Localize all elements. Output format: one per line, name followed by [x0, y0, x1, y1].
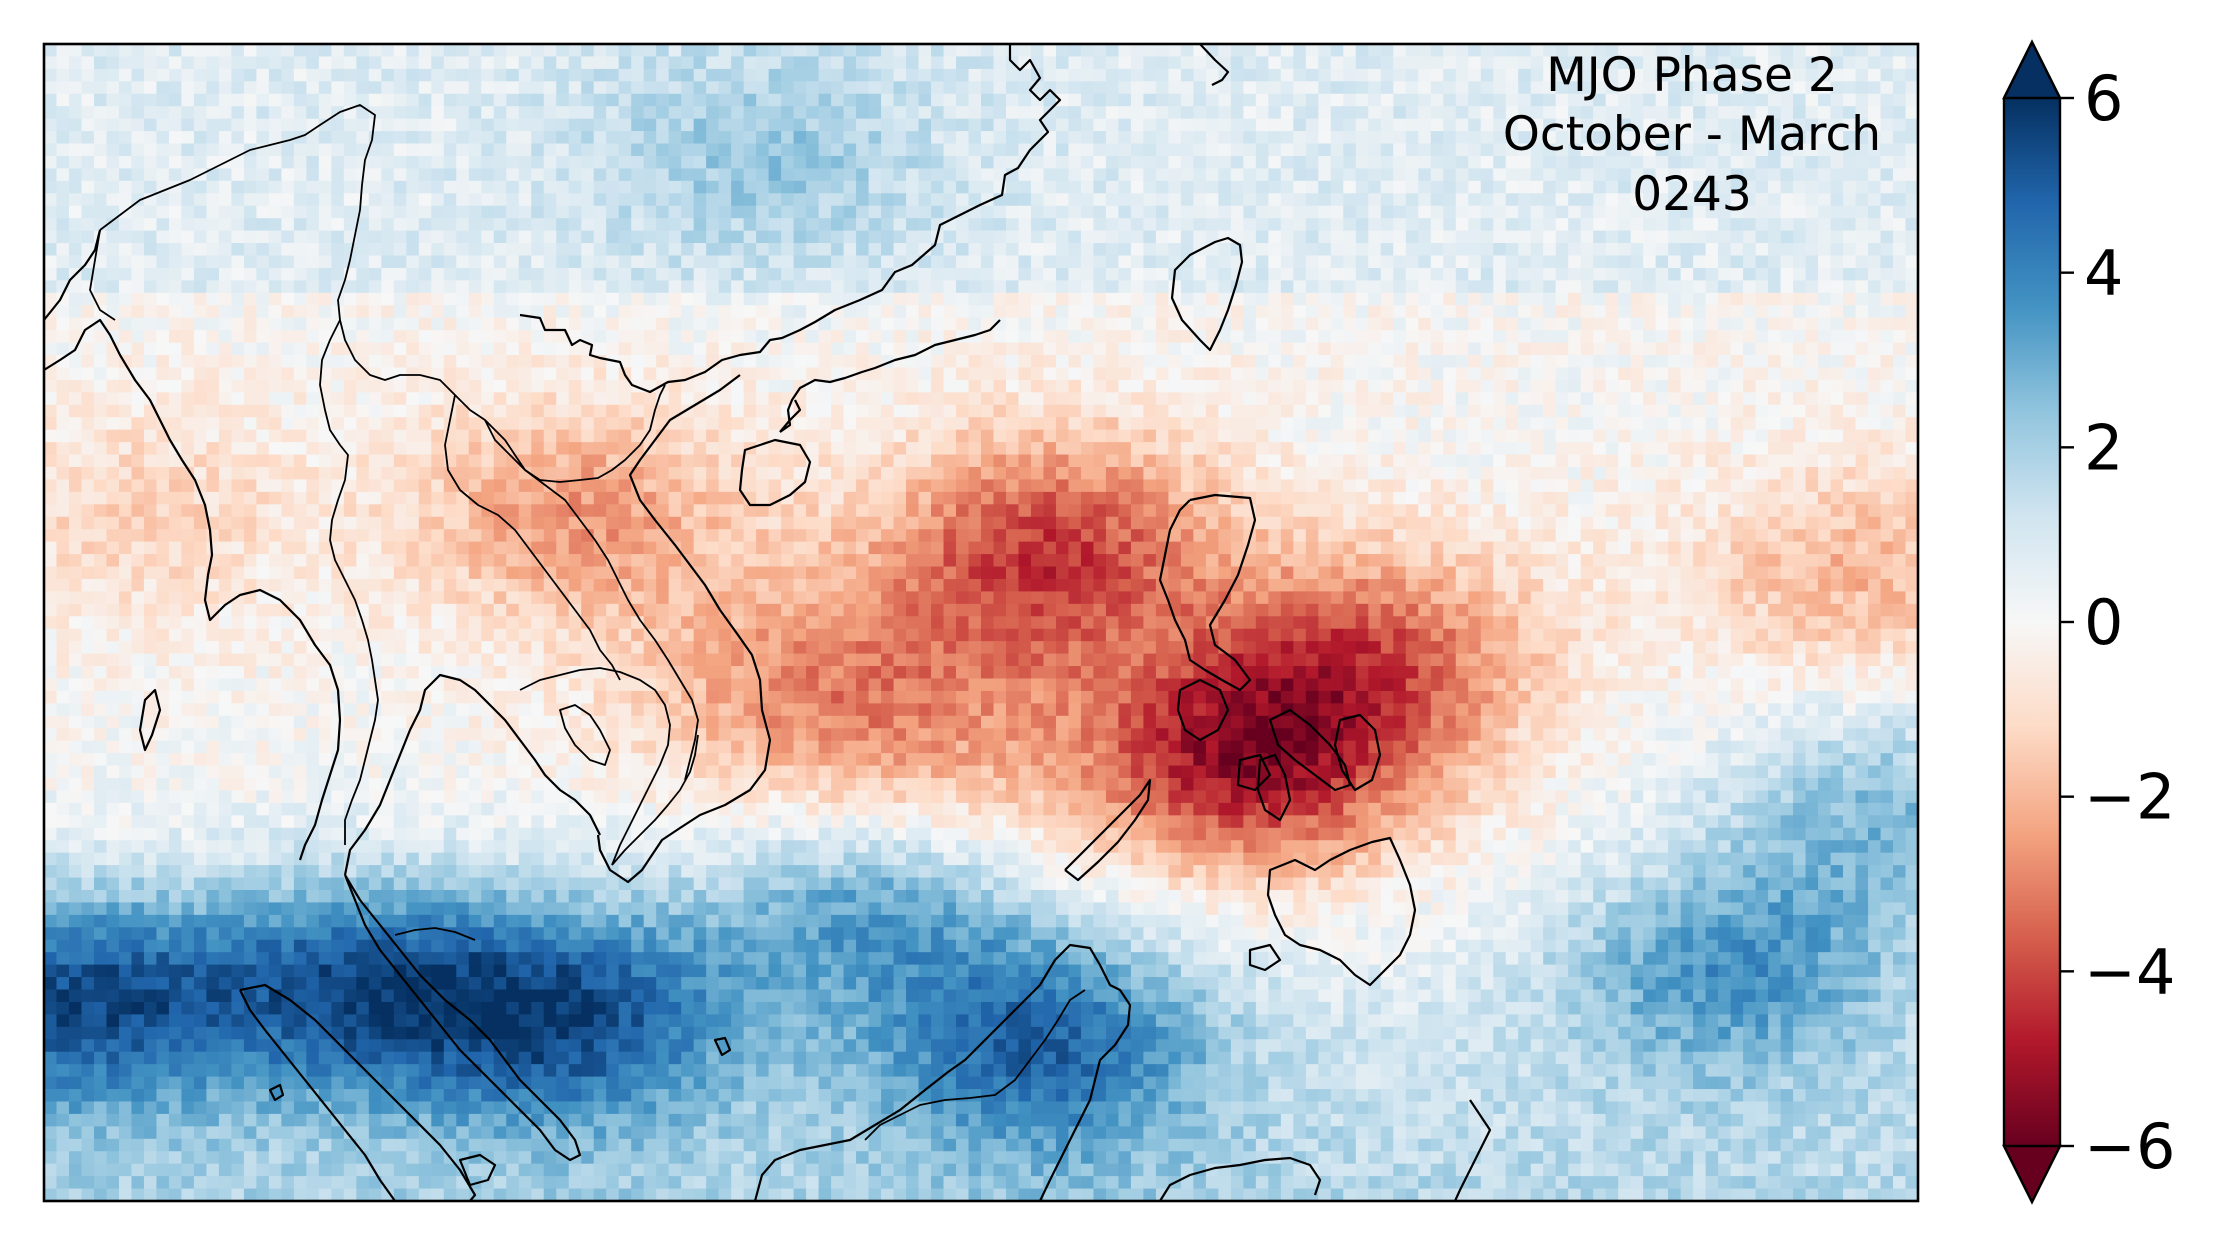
coastline-andaman	[138, 688, 162, 752]
border-thailand-cambodia	[519, 667, 671, 866]
coastline-china-south	[779, 319, 1001, 433]
map-panel: MJO Phase 2 October - March 0243	[42, 42, 1920, 1203]
border-borneo-malaysia	[864, 989, 1086, 1141]
coastline-halmahera	[1453, 1099, 1492, 1201]
coastline-hainan	[738, 438, 812, 507]
anomaly-raster	[44, 44, 1918, 1201]
coastline-negros-cebu	[1256, 753, 1292, 822]
border-cambodia-vietnam	[611, 734, 699, 866]
border-laos-vietnam	[484, 419, 699, 781]
coastline-luzon	[1158, 493, 1257, 692]
coastline-borneo	[753, 943, 1132, 1201]
country-borders	[89, 104, 1086, 1141]
coastline-sumatra	[239, 983, 477, 1201]
border-malaysia-thailand	[394, 927, 476, 941]
coastline-gulf-thailand	[343, 673, 601, 876]
map-title: MJO Phase 2 October - March 0243	[1503, 48, 1881, 222]
coastline-bangladesh	[44, 229, 102, 321]
title-line-3: 0243	[1632, 167, 1752, 222]
colorbar-tick-label: −6	[2084, 1110, 2175, 1183]
border-laos-thailand	[444, 394, 621, 681]
colorbar-tick-label: −2	[2084, 761, 2175, 834]
colorbar-tick-label: −4	[2084, 935, 2175, 1008]
border-tonle-sap	[559, 704, 611, 766]
colorbar-body	[2004, 98, 2060, 1146]
border-myanmar-laos-thailand	[319, 319, 379, 845]
coastline-korea-taiwan-strait	[1199, 44, 1230, 86]
coastline-sumatra-west	[239, 989, 396, 1201]
coastline-vietnam	[596, 374, 772, 884]
coastline-china	[519, 44, 1062, 394]
coastline-leizhou	[779, 399, 802, 433]
coastline-mindanao	[1266, 836, 1417, 987]
colorbar-ticks: −6 −4 −2 0 2 4 6	[2060, 62, 2175, 1183]
coastlines	[44, 44, 1492, 1201]
coastline-sulawesi	[1248, 943, 1282, 972]
coastline-samar-leyte	[1333, 713, 1382, 792]
coastline-taiwan	[1170, 236, 1244, 352]
coastline-bangka	[458, 1153, 497, 1187]
map-frame	[42, 42, 1920, 1203]
colorbar-extend-max	[2002, 39, 2062, 100]
colorbar-tick-label: 2	[2084, 411, 2123, 484]
coastline-palawan	[1064, 778, 1152, 882]
colorbar-extend-min	[2002, 1144, 2062, 1205]
coastline-sulawesi-north	[1159, 1156, 1322, 1201]
coastline-malay-peninsula	[343, 874, 582, 1162]
border-india-myanmar	[89, 229, 116, 321]
colorbar-tick-label: 6	[2084, 62, 2123, 135]
colorbar-tick-label: 0	[2084, 586, 2123, 659]
coastline-natuna	[713, 1036, 732, 1057]
colorbar: −6 −4 −2 0 2 4 6	[2002, 39, 2175, 1205]
coastline-mindoro	[1176, 678, 1230, 742]
coastline-panay	[1236, 753, 1272, 792]
colorbar-tick-label: 4	[2084, 237, 2123, 310]
border-china-myanmar	[99, 104, 666, 483]
coastline-myanmar	[44, 318, 342, 861]
title-line-2: October - March	[1503, 107, 1881, 162]
title-line-1: MJO Phase 2	[1546, 48, 1838, 103]
coastline-nicobar	[268, 1083, 285, 1102]
coastline-visayas	[1268, 708, 1352, 792]
